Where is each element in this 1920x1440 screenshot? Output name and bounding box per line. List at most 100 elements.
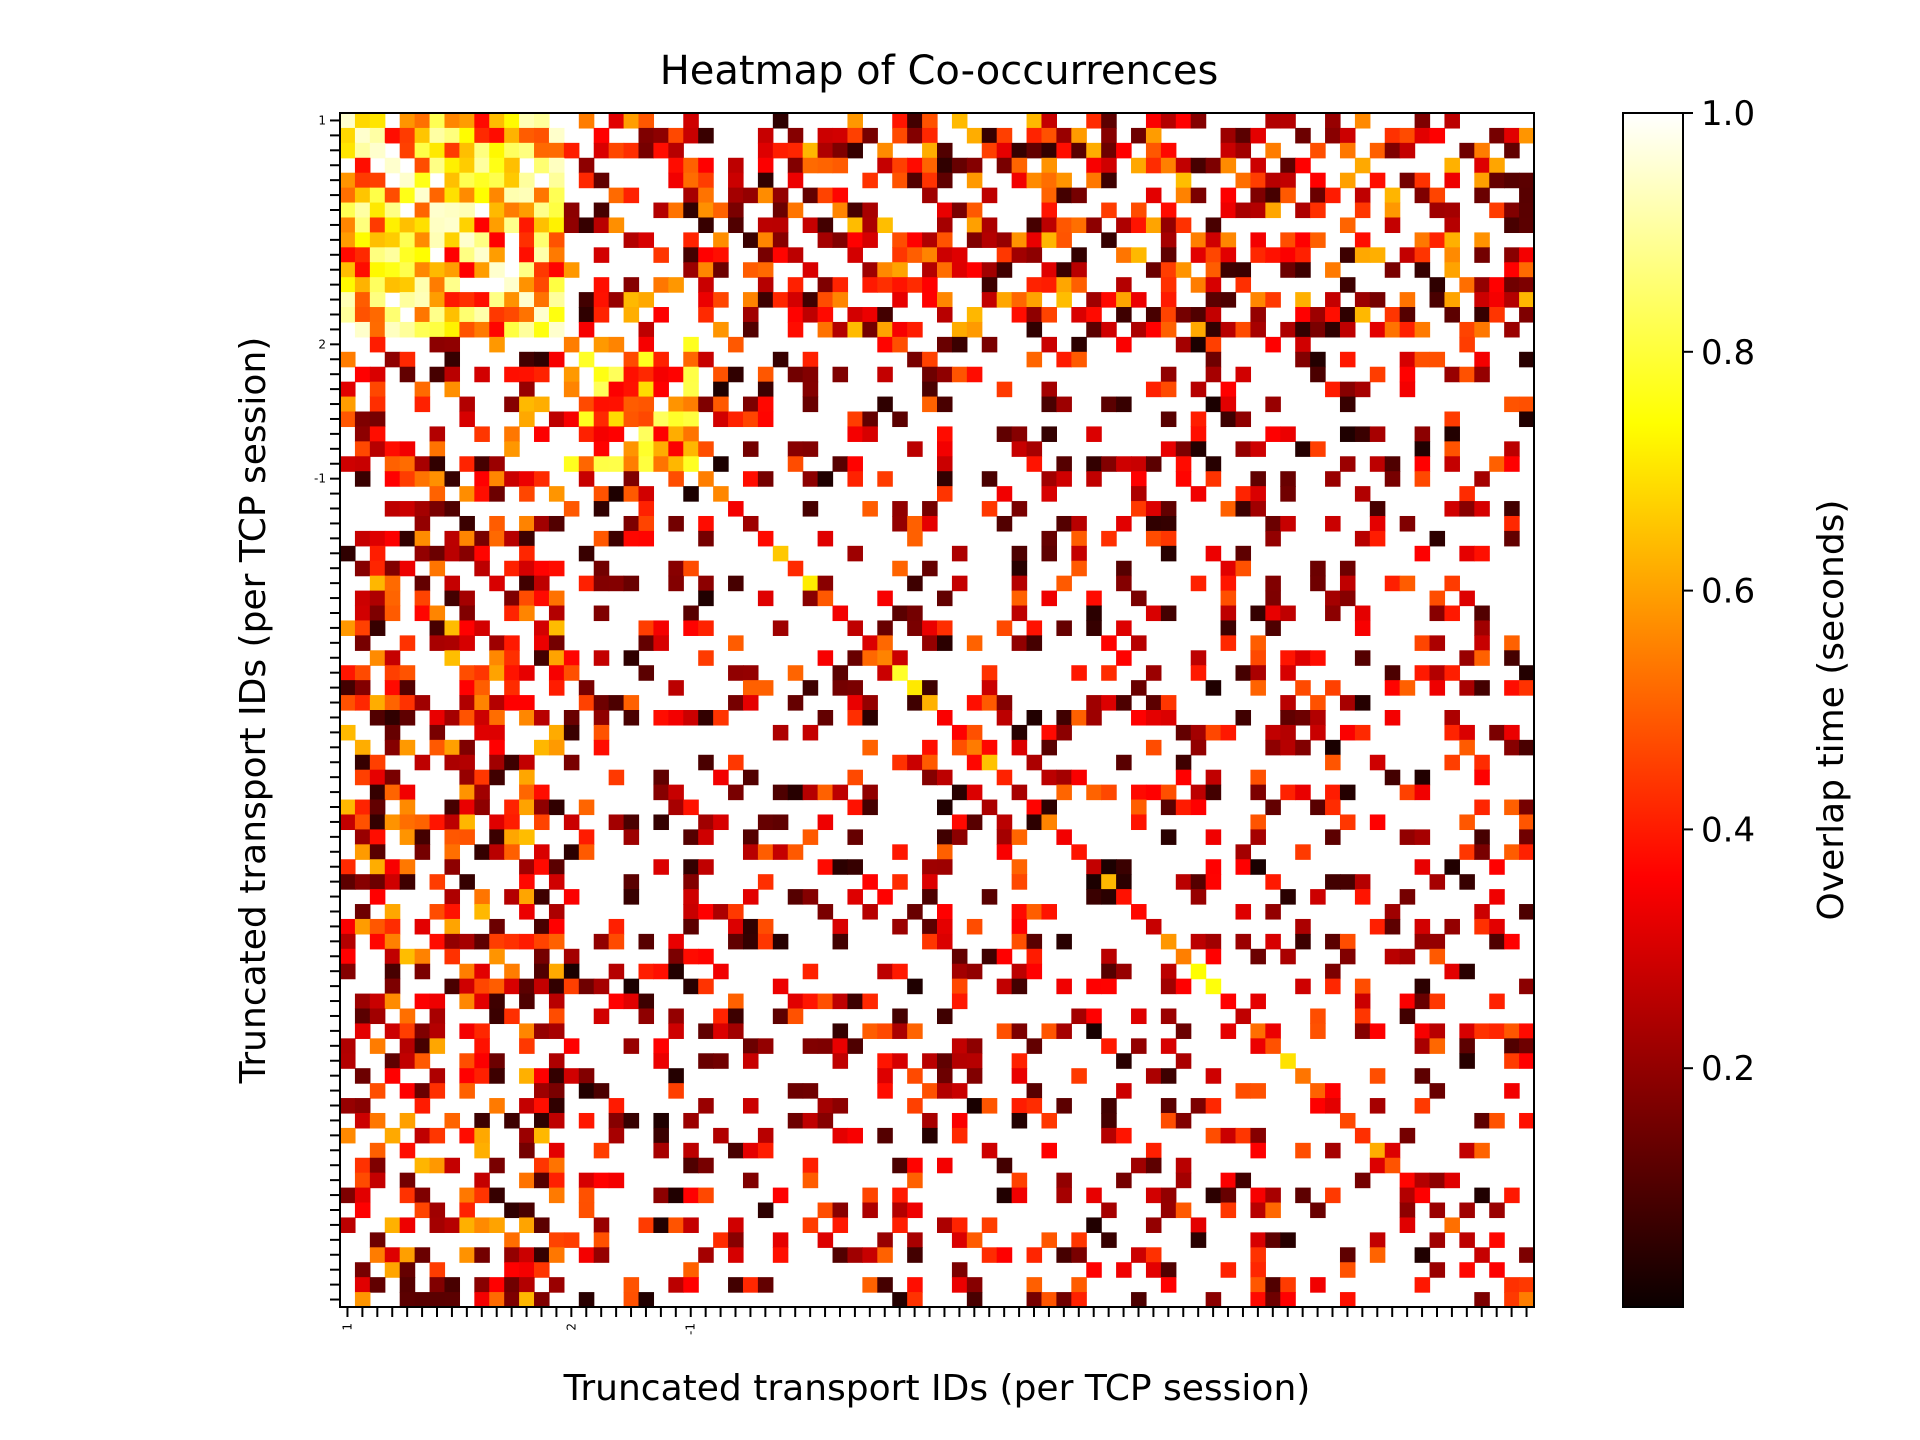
heatmap-cell [847,113,863,129]
heatmap-cell [668,575,684,592]
heatmap-cell [354,530,371,547]
heatmap-cell [519,784,535,801]
heatmap-cell [1384,202,1401,219]
heatmap-cell [548,933,565,950]
heatmap-cell [877,1023,893,1039]
heatmap-cell [1369,456,1386,472]
heatmap-cell [623,441,640,457]
heatmap-cell [578,1112,595,1129]
heatmap-cell [966,1098,983,1114]
heatmap-cell [1175,724,1192,741]
heatmap-cell [1265,1202,1281,1219]
heatmap-cell [1429,933,1446,950]
heatmap-cell [444,545,461,562]
heatmap-cell [817,575,834,592]
heatmap-cell [1145,381,1162,398]
heatmap-cell [534,1083,550,1099]
heatmap-cell [653,411,669,428]
heatmap-cell [1489,172,1505,189]
heatmap-cell [399,277,416,293]
heatmap-cell [534,247,550,263]
heatmap-cell [966,918,983,935]
heatmap-cell [1250,993,1266,1010]
heatmap-cell [892,650,908,666]
heatmap-cell [548,307,565,323]
heatmap-cell [1056,187,1072,204]
heatmap-cell [474,486,490,502]
heatmap-cell [713,292,729,308]
heatmap-cell [429,739,446,756]
heatmap-cell [1190,113,1207,129]
heatmap-cell [1235,142,1252,159]
heatmap-cell [474,1038,490,1054]
heatmap-cell [668,933,684,950]
heatmap-cell [1310,232,1326,248]
heatmap-cell [593,202,610,219]
heatmap-cell [1354,695,1371,711]
heatmap-cell [653,142,669,159]
heatmap-cell [414,217,431,234]
heatmap-cell [1444,754,1460,771]
heatmap-cell [474,232,490,248]
heatmap-cell [1235,277,1252,293]
heatmap-cell [1131,1292,1147,1308]
heatmap-cell [593,605,610,622]
heatmap-cell [1459,814,1475,831]
heatmap-cell [399,247,416,263]
heatmap-cell [1041,1023,1057,1039]
heatmap-cell [698,814,714,831]
heatmap-cell [698,292,714,308]
heatmap-cell [593,486,610,502]
heatmap-cell [1011,142,1028,159]
heatmap-cell [548,1172,565,1189]
heatmap-cell [534,948,550,965]
heatmap-cell [951,993,968,1010]
heatmap-cell [1220,590,1237,607]
heatmap-cell [1190,575,1207,592]
heatmap-cell [548,993,565,1010]
heatmap-cell [1310,187,1326,204]
heatmap-cell [922,396,938,413]
heatmap-cell [563,889,580,905]
heatmap-cell [1504,1053,1520,1069]
heatmap-cell [1131,292,1147,308]
heatmap-cell [1295,710,1311,726]
heatmap-cell [1011,784,1028,801]
heatmap-cell [1026,277,1043,293]
heatmap-cell [504,321,520,338]
heatmap-cell [1041,426,1057,442]
heatmap-cell [1429,1083,1446,1099]
heatmap-cell [966,1053,983,1069]
heatmap-cell [638,963,655,980]
heatmap-cell [340,874,356,890]
heatmap-cell [340,187,356,204]
heatmap-cell [922,918,938,935]
heatmap-cell [1459,336,1475,353]
heatmap-cell [1399,351,1416,368]
heatmap-cell [713,381,729,398]
heatmap-cell [384,948,401,965]
heatmap-cell [832,993,849,1010]
heatmap-cell [384,530,401,547]
heatmap-cell [504,695,520,711]
heatmap-cell [548,1142,565,1159]
heatmap-cell [1131,157,1147,174]
heatmap-cell [1384,665,1401,681]
heatmap-cell [1250,471,1266,487]
heatmap-cell [1011,590,1028,607]
heatmap-cell [862,1023,878,1039]
heatmap-cell [742,232,759,248]
heatmap-cell [1250,1038,1266,1054]
heatmap-cell [937,710,953,726]
heatmap-cell [474,695,490,711]
heatmap-cell [563,217,580,234]
heatmap-cell [504,292,520,308]
heatmap-cell [937,1083,953,1099]
heatmap-cell [742,292,759,308]
heatmap-cell [534,963,550,980]
heatmap-cell [534,978,550,995]
heatmap-cell [1474,1187,1490,1204]
heatmap-cell [1265,1038,1281,1054]
heatmap-cell [593,1142,610,1159]
heatmap-cell [459,456,475,472]
